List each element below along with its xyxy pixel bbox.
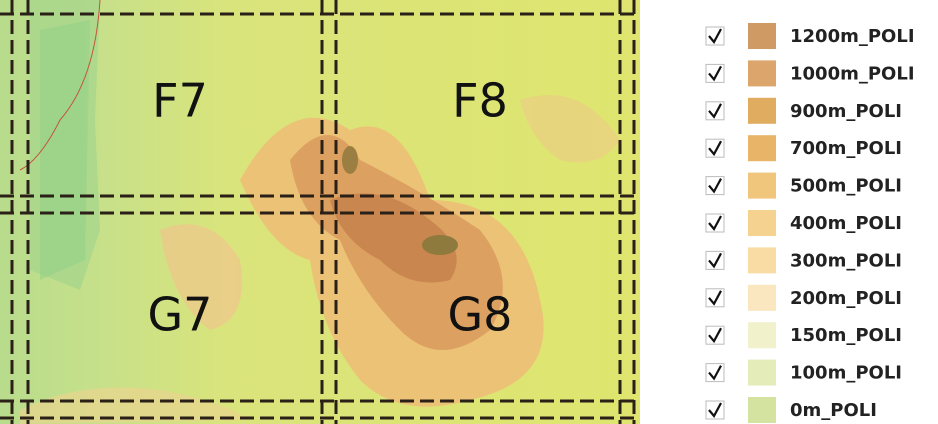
checkbox[interactable] — [706, 251, 724, 269]
legend-label: 500m_POLI — [790, 176, 902, 197]
legend-label: 900m_POLI — [790, 101, 902, 122]
cell-label: F8 — [452, 74, 508, 128]
legend-label: 1200m_POLI — [790, 26, 915, 47]
legend-swatch — [748, 247, 776, 273]
legend-item: 0m_POLI — [706, 397, 877, 423]
legend-swatch — [748, 397, 776, 423]
legend-swatch — [748, 210, 776, 236]
legend-swatch — [748, 60, 776, 86]
legend-label: 700m_POLI — [790, 138, 902, 159]
legend-item: 500m_POLI — [706, 173, 902, 199]
checkbox[interactable] — [706, 401, 724, 419]
legend-item: 300m_POLI — [706, 247, 902, 273]
checkbox[interactable] — [706, 27, 724, 45]
checkbox[interactable] — [706, 177, 724, 195]
legend: 1200m_POLI 1000m_POLI 900m_POLI 700m_POLI 50… — [706, 23, 915, 423]
legend-item: 400m_POLI — [706, 210, 902, 236]
checkbox[interactable] — [706, 102, 724, 120]
legend-item: 100m_POLI — [706, 360, 902, 386]
checkbox[interactable] — [706, 139, 724, 157]
cell-label: G7 — [148, 288, 213, 342]
legend-swatch — [748, 322, 776, 348]
legend-swatch — [748, 285, 776, 311]
legend-swatch — [748, 360, 776, 386]
cell-label: G8 — [448, 288, 513, 342]
legend-item: 700m_POLI — [706, 135, 902, 161]
checkbox[interactable] — [706, 64, 724, 82]
cell-label: F7 — [152, 74, 208, 128]
legend-label: 0m_POLI — [790, 400, 877, 421]
page: F7 F8 G7 G8 1200m_POLI 1000m_POLI 900m_POL… — [0, 0, 938, 424]
legend-item: 900m_POLI — [706, 98, 902, 124]
checkbox[interactable] — [706, 289, 724, 307]
legend-label: 300m_POLI — [790, 250, 902, 271]
checkbox[interactable] — [706, 364, 724, 382]
checkbox[interactable] — [706, 214, 724, 232]
legend-item: 1200m_POLI — [706, 23, 915, 49]
legend-swatch — [748, 98, 776, 124]
legend-swatch — [748, 135, 776, 161]
legend-swatch — [748, 23, 776, 49]
legend-item: 1000m_POLI — [706, 60, 915, 86]
legend-label: 200m_POLI — [790, 288, 902, 309]
legend-label: 100m_POLI — [790, 363, 902, 384]
checkbox[interactable] — [706, 326, 724, 344]
legend-label: 1000m_POLI — [790, 63, 915, 84]
legend-swatch — [748, 173, 776, 199]
legend-label: 400m_POLI — [790, 213, 902, 234]
legend-label: 150m_POLI — [790, 325, 902, 346]
legend-item: 200m_POLI — [706, 285, 902, 311]
legend-item: 150m_POLI — [706, 322, 902, 348]
